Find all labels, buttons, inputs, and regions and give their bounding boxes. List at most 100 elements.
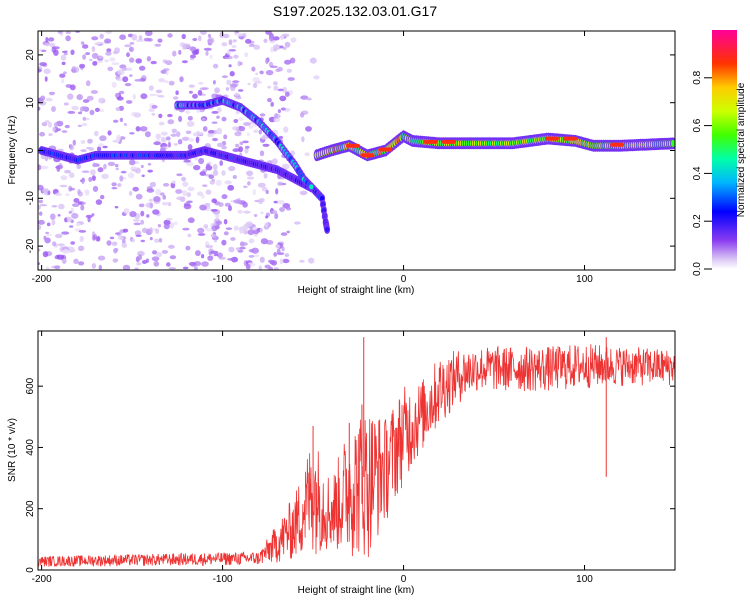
noise-speck xyxy=(171,128,177,133)
noise-speck xyxy=(113,119,119,123)
noise-speck xyxy=(115,167,119,171)
noise-speck xyxy=(56,128,61,132)
noise-speck xyxy=(175,189,183,194)
noise-speck xyxy=(210,134,214,138)
x-tick-label: -200 xyxy=(32,574,52,585)
noise-speck xyxy=(141,260,148,264)
noise-speck xyxy=(252,82,258,89)
spectrogram-x-ticks: -200 -100 0 100 xyxy=(32,31,593,285)
noise-speck xyxy=(197,227,205,234)
noise-speck xyxy=(85,191,90,196)
noise-speck xyxy=(221,145,227,150)
noise-speck xyxy=(58,148,64,152)
noise-speck xyxy=(248,255,255,258)
noise-speck xyxy=(286,230,290,234)
noise-speck xyxy=(181,176,187,182)
noise-speck xyxy=(209,180,215,185)
noise-speck xyxy=(247,229,255,236)
x-tick-label: 100 xyxy=(576,274,593,285)
noise-speck xyxy=(129,57,135,63)
noise-speck xyxy=(177,139,183,145)
noise-speck xyxy=(233,119,239,123)
noise-speck xyxy=(161,201,169,206)
spectrogram-y-axis-label: Frequency (Hz) xyxy=(7,116,18,185)
noise-speck xyxy=(170,133,177,137)
ridge-peak xyxy=(360,153,375,158)
noise-speck xyxy=(251,66,256,72)
noise-speck xyxy=(221,194,228,200)
noise-speck xyxy=(109,236,115,240)
noise-speck xyxy=(272,44,281,51)
noise-speck xyxy=(115,107,121,112)
noise-speck xyxy=(63,71,67,75)
noise-speck xyxy=(239,141,244,145)
noise-speck xyxy=(90,169,96,176)
noise-speck xyxy=(43,235,47,240)
noise-speck xyxy=(245,264,251,270)
noise-speck xyxy=(273,117,281,123)
noise-speck xyxy=(151,112,156,116)
noise-speck xyxy=(69,84,76,91)
noise-speck xyxy=(188,261,197,266)
noise-speck xyxy=(168,244,175,249)
noise-speck xyxy=(173,96,179,100)
noise-speck xyxy=(273,252,278,257)
noise-speck xyxy=(163,223,170,230)
noise-speck xyxy=(129,42,135,45)
noise-speck xyxy=(151,105,158,109)
noise-speck xyxy=(273,267,279,270)
x-tick-label: -100 xyxy=(213,274,233,285)
noise-speck xyxy=(205,189,212,195)
noise-speck xyxy=(75,66,80,73)
noise-speck xyxy=(38,262,41,265)
noise-speck xyxy=(132,186,139,192)
noise-speck xyxy=(105,51,112,56)
noise-speck xyxy=(79,235,84,243)
noise-speck xyxy=(148,108,155,112)
noise-speck xyxy=(58,203,65,210)
noise-speck xyxy=(282,163,290,170)
noise-speck xyxy=(279,206,286,213)
noise-speck xyxy=(238,146,244,153)
noise-speck xyxy=(275,244,280,249)
noise-speck xyxy=(263,38,268,43)
noise-speck xyxy=(76,94,83,101)
noise-speck xyxy=(91,46,96,52)
ridge-core xyxy=(322,213,327,219)
noise-speck xyxy=(169,255,177,260)
noise-speck xyxy=(64,193,70,197)
noise-speck xyxy=(165,136,171,141)
noise-speck xyxy=(160,69,167,74)
snr-y-axis-label: SNR (10 * v/v) xyxy=(7,418,18,482)
noise-speck xyxy=(48,91,56,95)
noise-speck xyxy=(69,144,74,151)
noise-speck xyxy=(59,73,66,78)
noise-speck xyxy=(117,236,124,240)
noise-speck xyxy=(81,178,85,185)
noise-speck xyxy=(87,216,91,223)
noise-speck xyxy=(78,111,82,115)
noise-speck xyxy=(92,185,99,192)
noise-speck xyxy=(169,222,175,229)
colorbar-tick-label: 0.6 xyxy=(692,118,703,132)
noise-speck xyxy=(232,175,237,179)
noise-speck xyxy=(268,34,275,42)
noise-speck xyxy=(143,37,152,42)
ridge-core xyxy=(320,201,326,207)
noise-speck xyxy=(119,117,124,122)
noise-speck xyxy=(222,33,230,39)
snr-line xyxy=(38,344,675,567)
noise-speck xyxy=(91,36,99,41)
noise-speck xyxy=(244,147,249,154)
noise-speck xyxy=(82,44,89,49)
noise-speck xyxy=(210,209,218,212)
noise-speck xyxy=(38,164,42,171)
noise-speck xyxy=(138,35,143,41)
noise-speck xyxy=(230,88,235,91)
noise-speck xyxy=(212,223,218,226)
noise-speck xyxy=(183,159,192,163)
noise-speck xyxy=(243,185,248,188)
noise-speck xyxy=(182,227,190,231)
ridge-peak xyxy=(441,139,456,144)
noise-speck xyxy=(273,113,281,119)
